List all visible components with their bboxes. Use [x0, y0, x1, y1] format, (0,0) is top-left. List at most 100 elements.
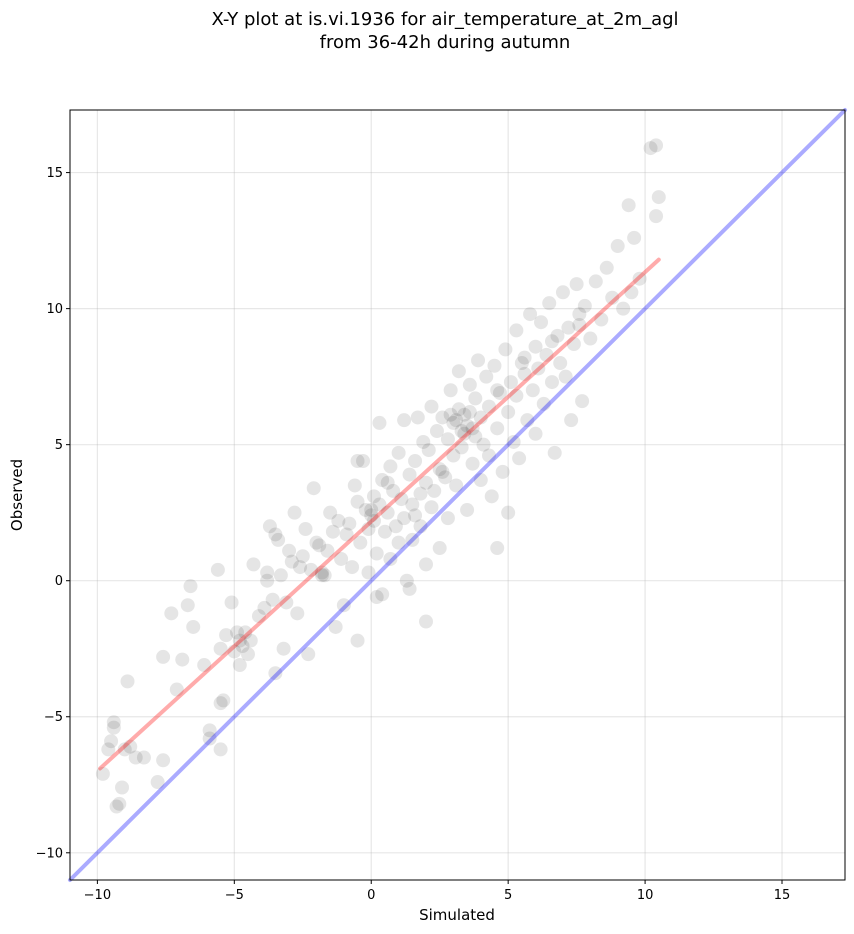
scatter-point [501, 505, 516, 520]
scatter-point [342, 516, 357, 531]
scatter-point [443, 383, 458, 398]
scatter-point [575, 394, 590, 409]
scatter-point [276, 641, 291, 656]
scatter-point [451, 402, 466, 417]
scatter-point [643, 141, 658, 156]
scatter-point [544, 334, 559, 349]
scatter-point [309, 535, 324, 550]
scatter-point [528, 426, 543, 441]
scatter-point [534, 315, 549, 330]
scatter-point [112, 796, 127, 811]
scatter-point [164, 606, 179, 621]
scatter-point [550, 328, 565, 343]
x-tick-label: 10 [637, 888, 654, 903]
scatter-point [460, 418, 475, 433]
scatter-point [501, 405, 516, 420]
scatter-point [443, 407, 458, 422]
scatter-point [366, 489, 381, 504]
scatter-point [605, 290, 620, 305]
scatter-point [547, 445, 562, 460]
scatter-point [317, 568, 332, 583]
scatter-point [564, 413, 579, 428]
scatter-point [394, 492, 409, 507]
scatter-point [531, 361, 546, 376]
x-tick-label: 15 [774, 888, 791, 903]
scatter-point [471, 353, 486, 368]
scatter-point [616, 301, 631, 316]
scatter-point [224, 595, 239, 610]
scatter-point [544, 375, 559, 390]
scatter-point [429, 424, 444, 439]
scatter-point [569, 277, 584, 292]
scatter-point [528, 339, 543, 354]
scatter-point [369, 590, 384, 605]
scatter-point [320, 543, 335, 558]
scatter-point [427, 483, 442, 498]
scatter-point [271, 532, 286, 547]
scatter-point [446, 415, 461, 430]
scatter-point [243, 633, 258, 648]
scatter-point [449, 413, 464, 428]
scatter-point [380, 475, 395, 490]
scatter-point [123, 739, 138, 754]
scatter-point [334, 551, 349, 566]
scatter-point [273, 568, 288, 583]
scatter-point [312, 538, 327, 553]
scatter-point [460, 502, 475, 517]
scatter-point [588, 274, 603, 289]
scatter-point [572, 317, 587, 332]
scatter-point [115, 780, 130, 795]
scatter-point [331, 513, 346, 528]
scatter-point [303, 562, 318, 577]
scatter-point [424, 500, 439, 515]
x-axis-title: Simulated [419, 906, 495, 924]
scatter-point [465, 456, 480, 471]
scatter-point [301, 647, 316, 662]
scatter-point [383, 551, 398, 566]
scatter-point [397, 511, 412, 526]
scatter-point [117, 742, 132, 757]
scatter-point [405, 497, 420, 512]
scatter-point [413, 519, 428, 534]
scatter-point [104, 734, 119, 749]
scatter-point [490, 421, 505, 436]
scatter-point [345, 560, 360, 575]
scatter-point [260, 573, 275, 588]
scatter-point [213, 641, 228, 656]
y-tick-label: −5 [44, 710, 63, 725]
scatter-point [383, 459, 398, 474]
scatter-point [356, 453, 371, 468]
scatter-point [495, 464, 510, 479]
scatter-point [388, 519, 403, 534]
scatter-point [197, 658, 212, 673]
scatter-point [462, 377, 477, 392]
scatter-point [290, 606, 305, 621]
scatter-point [416, 434, 431, 449]
x-tick-label: 5 [504, 888, 512, 903]
scatter-point [413, 486, 428, 501]
scatter-point [468, 391, 483, 406]
scatter-point [306, 481, 321, 496]
scatter-point [350, 494, 365, 509]
scatter-point [583, 331, 598, 346]
scatter-point [621, 198, 636, 213]
scatter-point [435, 410, 450, 425]
scatter-point [454, 440, 469, 455]
scatter-point [558, 369, 573, 384]
scatter-point [372, 497, 387, 512]
scatter-point [553, 356, 568, 371]
scatter-point [391, 445, 406, 460]
scatter-point [213, 696, 228, 711]
scatter-point [536, 396, 551, 411]
scatter-point [175, 652, 190, 667]
scatter-point [375, 473, 390, 488]
scatter-point [241, 647, 256, 662]
scatter-point [542, 296, 557, 311]
scatter-point [476, 437, 491, 452]
scatter-point [490, 383, 505, 398]
scatter-point [594, 312, 609, 327]
scatter-point [282, 543, 297, 558]
scatter-point [265, 592, 280, 607]
scatter-point [186, 619, 201, 634]
scatter-point [525, 383, 540, 398]
